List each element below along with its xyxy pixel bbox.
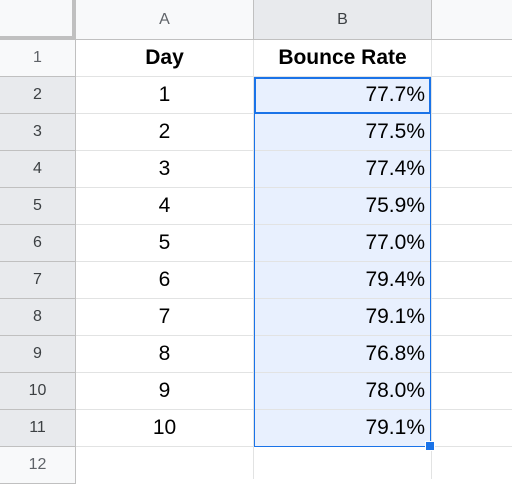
- cell-b6[interactable]: 77.0%: [254, 225, 432, 262]
- cell-b11[interactable]: 79.1%: [254, 410, 432, 447]
- cell-b7[interactable]: 79.4%: [254, 262, 432, 299]
- cell-b2[interactable]: 77.7%: [254, 77, 432, 114]
- cell-c2[interactable]: [432, 77, 512, 114]
- row-header-11[interactable]: 11: [0, 410, 76, 447]
- cell-b4[interactable]: 77.4%: [254, 151, 432, 188]
- column-header-b[interactable]: B: [254, 0, 432, 40]
- cell-c12[interactable]: [432, 447, 512, 479]
- cell-a7[interactable]: 6: [76, 262, 254, 299]
- cell-c3[interactable]: [432, 114, 512, 151]
- cell-b9[interactable]: 76.8%: [254, 336, 432, 373]
- cell-a1[interactable]: Day: [76, 40, 254, 77]
- select-all-corner[interactable]: [0, 0, 76, 40]
- cell-a12[interactable]: [76, 447, 254, 479]
- cell-c8[interactable]: [432, 299, 512, 336]
- cell-c10[interactable]: [432, 373, 512, 410]
- cell-b5[interactable]: 75.9%: [254, 188, 432, 225]
- row-header-8[interactable]: 8: [0, 299, 76, 336]
- row-header-10[interactable]: 10: [0, 373, 76, 410]
- cell-b12[interactable]: [254, 447, 432, 479]
- cell-a11[interactable]: 10: [76, 410, 254, 447]
- fill-handle[interactable]: [425, 441, 435, 451]
- cell-b10[interactable]: 78.0%: [254, 373, 432, 410]
- cell-a10[interactable]: 9: [76, 373, 254, 410]
- cell-a8[interactable]: 7: [76, 299, 254, 336]
- row-header-6[interactable]: 6: [0, 225, 76, 262]
- row-header-2[interactable]: 2: [0, 77, 76, 114]
- cell-c5[interactable]: [432, 188, 512, 225]
- column-header-c[interactable]: [432, 0, 512, 40]
- column-header-a[interactable]: A: [76, 0, 254, 40]
- row-header-4[interactable]: 4: [0, 151, 76, 188]
- cell-c9[interactable]: [432, 336, 512, 373]
- cell-b3[interactable]: 77.5%: [254, 114, 432, 151]
- row-header-12[interactable]: 12: [0, 447, 76, 484]
- row-header-7[interactable]: 7: [0, 262, 76, 299]
- row-header-5[interactable]: 5: [0, 188, 76, 225]
- cell-c1[interactable]: [432, 40, 512, 77]
- cell-a5[interactable]: 4: [76, 188, 254, 225]
- row-header-1[interactable]: 1: [0, 40, 76, 77]
- cell-b8[interactable]: 79.1%: [254, 299, 432, 336]
- row-header-9[interactable]: 9: [0, 336, 76, 373]
- cell-a2[interactable]: 1: [76, 77, 254, 114]
- cell-c6[interactable]: [432, 225, 512, 262]
- cell-a6[interactable]: 5: [76, 225, 254, 262]
- cell-c4[interactable]: [432, 151, 512, 188]
- cell-a9[interactable]: 8: [76, 336, 254, 373]
- cell-a4[interactable]: 3: [76, 151, 254, 188]
- row-header-3[interactable]: 3: [0, 114, 76, 151]
- cell-a3[interactable]: 2: [76, 114, 254, 151]
- cell-c7[interactable]: [432, 262, 512, 299]
- cell-b1[interactable]: Bounce Rate: [254, 40, 432, 77]
- cell-c11[interactable]: [432, 410, 512, 447]
